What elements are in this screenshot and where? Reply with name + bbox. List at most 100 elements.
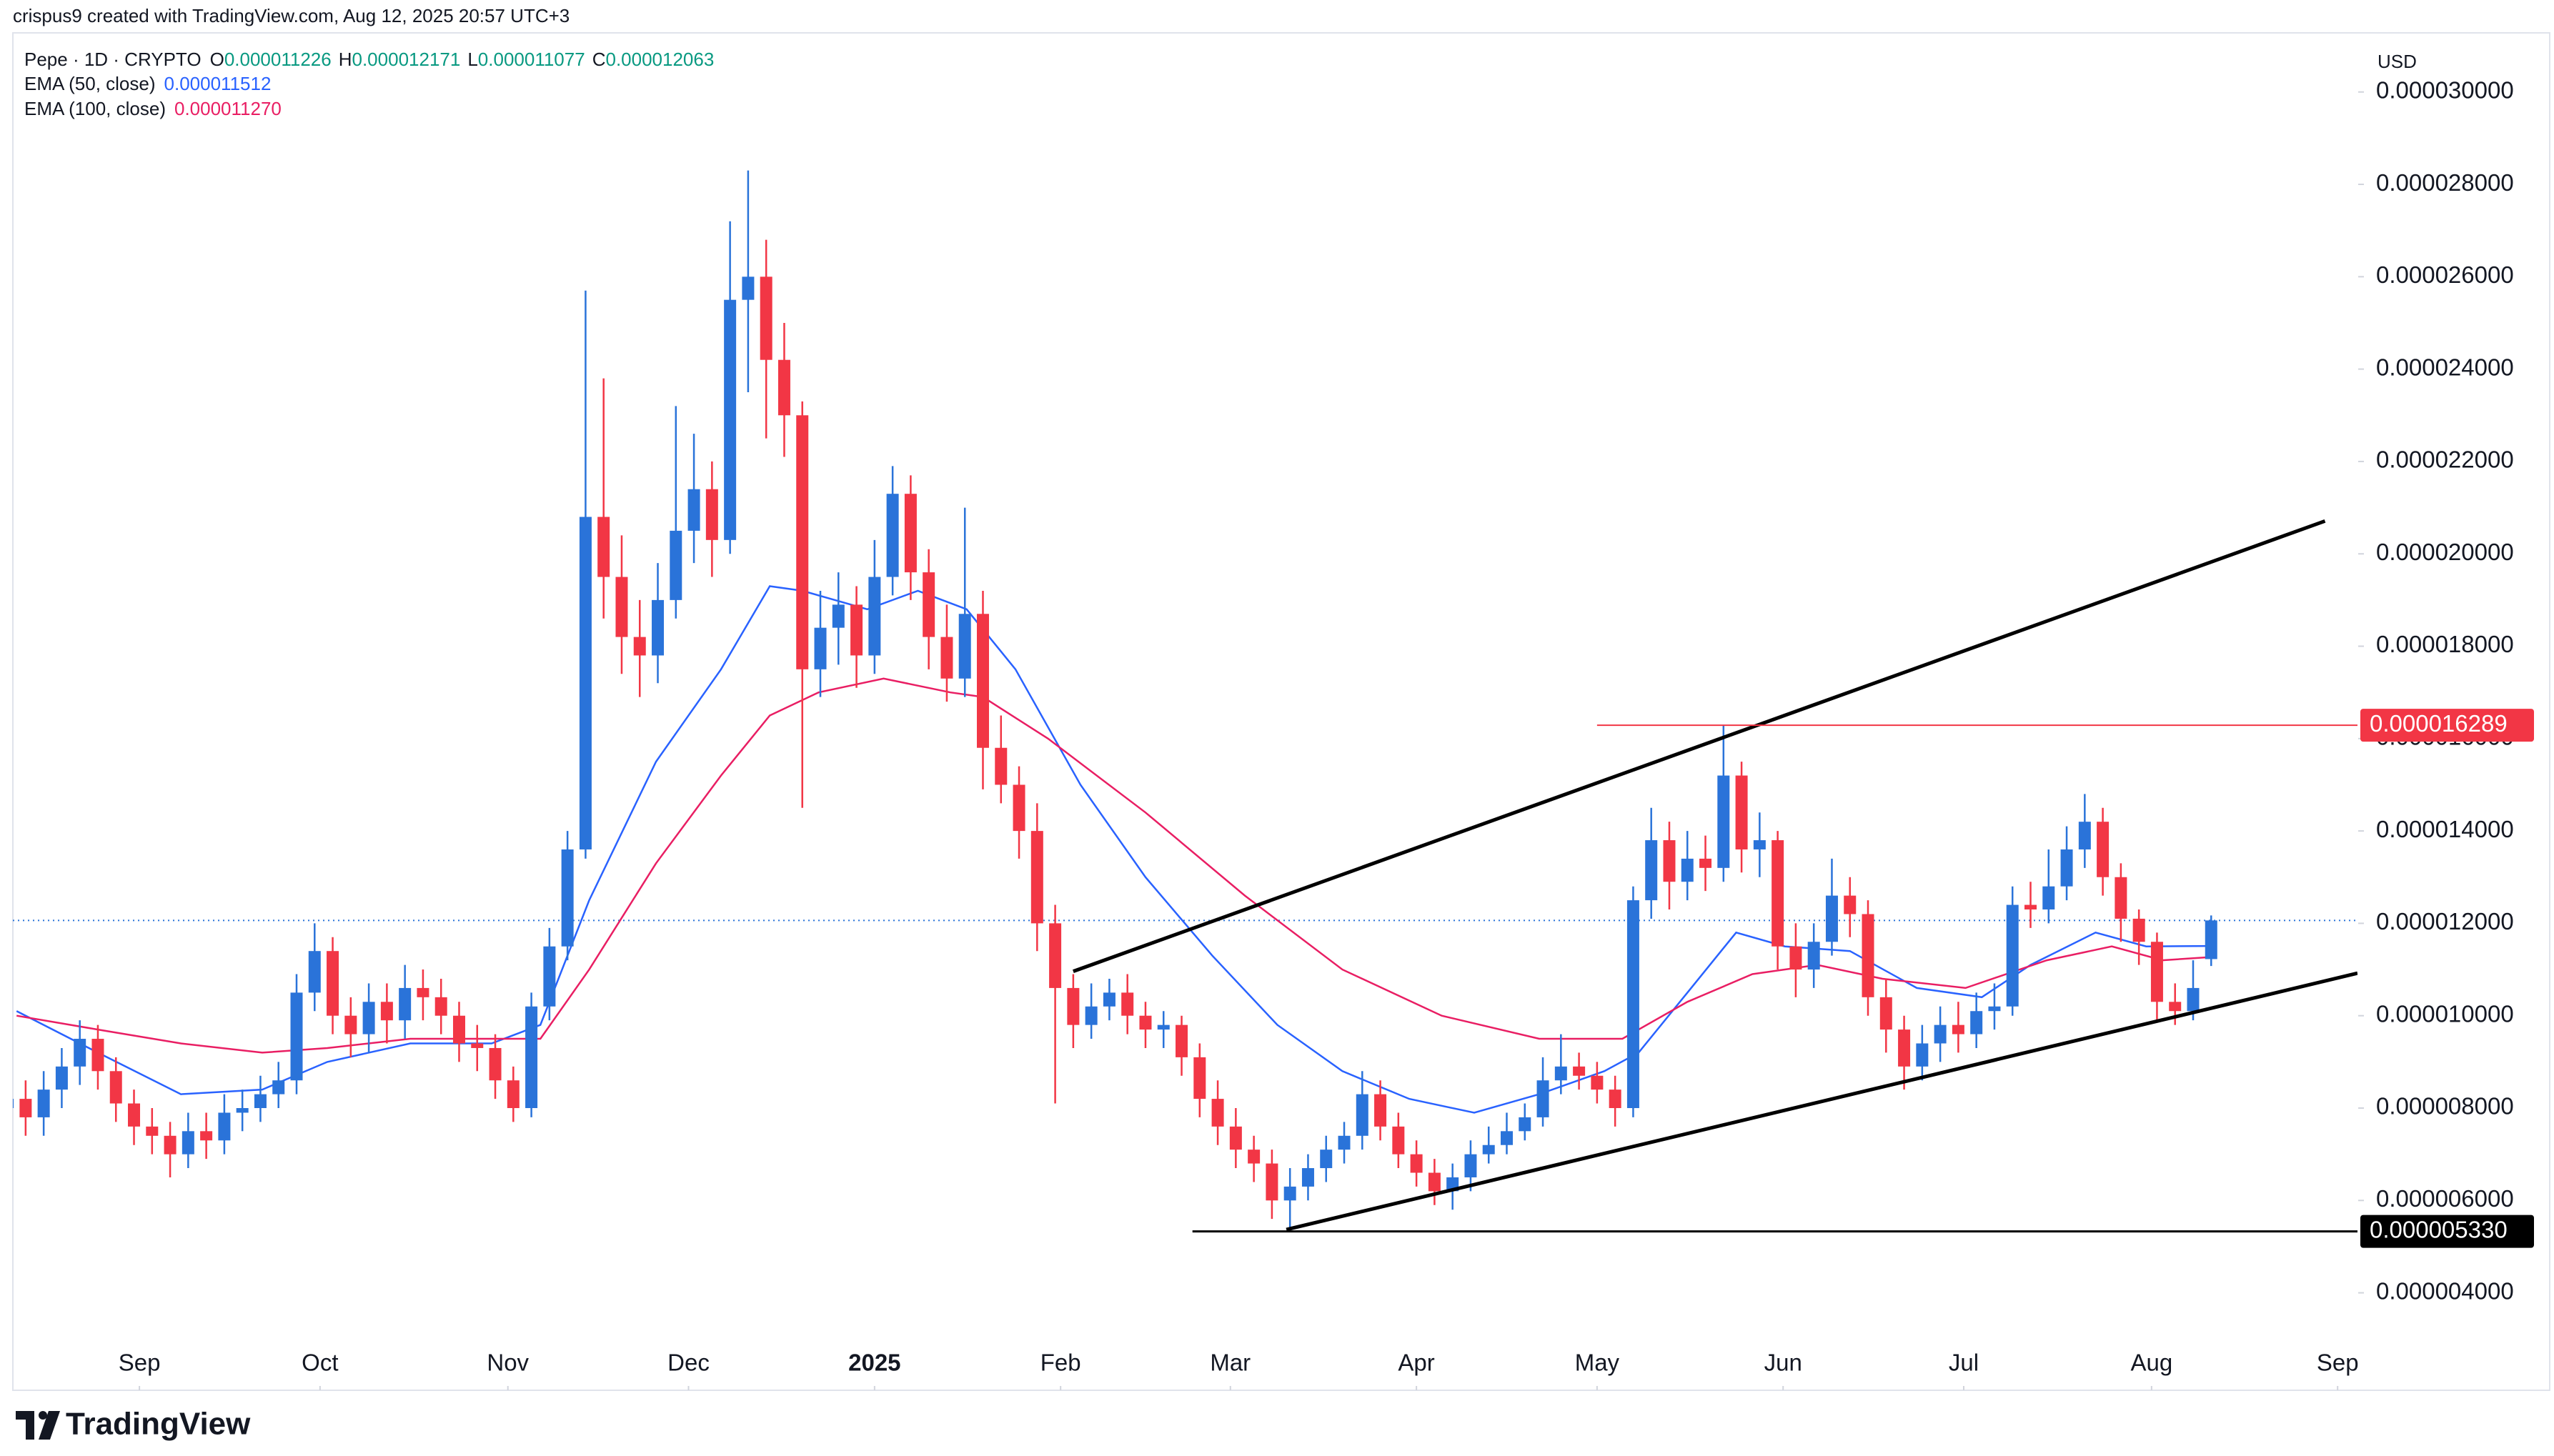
ohlc-value: 0.000012063 xyxy=(605,49,714,70)
y-tick-label: 0.000008000 xyxy=(2376,1093,2514,1120)
candle-body xyxy=(236,1108,249,1113)
candle-body xyxy=(37,1089,50,1117)
candle-body xyxy=(2024,904,2037,910)
candle-body xyxy=(1085,1006,1098,1025)
candle-body xyxy=(2150,942,2163,1002)
attribution: crispus9 created with TradingView.com, A… xyxy=(13,5,570,26)
candle-body xyxy=(1772,840,1784,947)
candle-body xyxy=(1735,775,1748,849)
candle-body xyxy=(109,1071,122,1104)
candle-body xyxy=(1013,784,1025,832)
candle-body xyxy=(615,577,628,637)
candle-body xyxy=(2078,822,2091,849)
candle-body xyxy=(1879,997,1892,1030)
candle-body xyxy=(760,276,772,360)
candle-body xyxy=(74,1039,86,1067)
candle-body xyxy=(1283,1186,1296,1201)
candle-body xyxy=(1392,1126,1405,1155)
brand-logo: TradingView xyxy=(16,1407,251,1442)
candle-body xyxy=(742,276,755,300)
candle-body xyxy=(1049,923,1062,988)
indicator-legend: EMA (100, close) 0.000011270 xyxy=(24,98,282,119)
candle-body xyxy=(1301,1168,1314,1187)
candle-body xyxy=(1139,1015,1152,1030)
candle-body xyxy=(1229,1126,1242,1150)
candle-body xyxy=(1952,1024,1964,1034)
currency: USD xyxy=(2377,51,2417,72)
candle-body xyxy=(940,637,953,679)
candle-body xyxy=(1807,942,1820,970)
candle-body xyxy=(2187,987,2200,1012)
candle-body xyxy=(995,747,1008,785)
candle-body xyxy=(452,1015,465,1044)
x-tick-label: Oct xyxy=(302,1350,338,1376)
candle-body xyxy=(832,604,845,628)
candle-body xyxy=(489,1047,502,1081)
candle-body xyxy=(1356,1094,1368,1136)
candle-body xyxy=(308,951,321,993)
candle-body xyxy=(182,1131,194,1155)
candle-body xyxy=(1266,1163,1278,1201)
x-tick-label: Jul xyxy=(1949,1350,1979,1376)
pane-border xyxy=(12,32,2550,1391)
trend-line xyxy=(1286,971,2357,1232)
y-tick-label: 0.000018000 xyxy=(2376,631,2514,657)
candle-body xyxy=(146,1126,159,1136)
candle-body xyxy=(1573,1066,1586,1076)
candle-body xyxy=(1645,840,1658,901)
candle-body xyxy=(1916,1043,1929,1067)
indicator-value: 0.000011512 xyxy=(164,73,272,94)
indicator-value: 0.000011270 xyxy=(174,98,282,119)
candle-body xyxy=(1482,1145,1495,1155)
candle-body xyxy=(55,1066,68,1090)
x-tick-label: 2025 xyxy=(848,1350,900,1376)
candle-body xyxy=(1844,895,1857,914)
plot-area xyxy=(13,170,2357,1233)
candle-body xyxy=(1554,1066,1567,1081)
x-tick-label: Mar xyxy=(1210,1350,1251,1376)
candle-body xyxy=(525,1006,538,1109)
candle-body xyxy=(1609,1089,1621,1109)
x-tick-label: Nov xyxy=(487,1350,529,1376)
candle-body xyxy=(2132,918,2145,942)
candle-body xyxy=(1681,858,1694,882)
candle-body xyxy=(1591,1075,1604,1090)
candle-body xyxy=(272,1080,285,1095)
x-tick-label: Apr xyxy=(1398,1350,1434,1376)
candle-body xyxy=(434,997,447,1016)
candle-body xyxy=(327,951,339,1016)
x-tick-label: Jun xyxy=(1764,1350,1802,1376)
candle-body xyxy=(850,604,863,656)
candle-body xyxy=(543,946,556,1007)
trend-line xyxy=(1073,519,2326,973)
candle-body xyxy=(561,849,574,947)
candle-body xyxy=(777,359,790,416)
y-tick-label: 0.000028000 xyxy=(2376,169,2514,196)
candle-body xyxy=(507,1080,520,1109)
candle-body xyxy=(1157,1024,1170,1030)
ohlc-value: 0.000012171 xyxy=(352,49,461,70)
candle-body xyxy=(344,1015,357,1034)
ohlc-value: 0.000011226 xyxy=(224,49,332,70)
candle-body xyxy=(687,489,700,531)
candle-body xyxy=(652,599,665,656)
logo-dot xyxy=(39,1411,47,1420)
price-label-box xyxy=(2360,709,2534,742)
price-label: 0.000016289 xyxy=(2370,710,2508,737)
candle-body xyxy=(633,637,646,656)
candle-body xyxy=(91,1039,104,1072)
price-label: 0.000005330 xyxy=(2370,1216,2508,1242)
candle-body xyxy=(1176,1024,1188,1057)
candle-body xyxy=(200,1131,213,1141)
indicator-name: EMA (50, close) xyxy=(24,73,156,94)
x-tick-label: Dec xyxy=(667,1350,710,1376)
ema-line xyxy=(16,585,2212,1114)
candle-body xyxy=(2205,920,2217,959)
candle-body xyxy=(1519,1117,1531,1132)
candle-body xyxy=(218,1112,231,1141)
candle-body xyxy=(1103,992,1115,1007)
candle-body xyxy=(1500,1131,1513,1145)
candle-body xyxy=(868,577,881,656)
candle-body xyxy=(1663,840,1676,882)
